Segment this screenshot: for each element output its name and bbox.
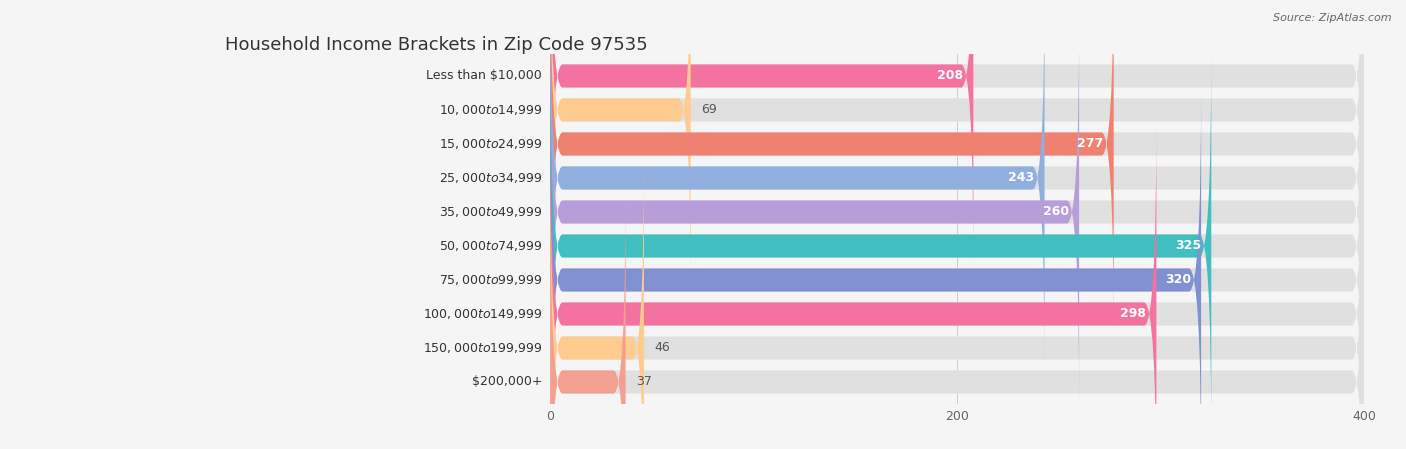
FancyBboxPatch shape [550,88,1364,449]
Text: $25,000 to $34,999: $25,000 to $34,999 [439,171,543,185]
FancyBboxPatch shape [550,53,1212,438]
FancyBboxPatch shape [550,0,1364,303]
FancyBboxPatch shape [550,0,690,303]
Text: $15,000 to $24,999: $15,000 to $24,999 [439,137,543,151]
Text: $50,000 to $74,999: $50,000 to $74,999 [439,239,543,253]
Text: 320: 320 [1164,273,1191,286]
Text: Source: ZipAtlas.com: Source: ZipAtlas.com [1274,13,1392,23]
FancyBboxPatch shape [550,155,1364,449]
Text: 260: 260 [1043,206,1069,219]
Text: 46: 46 [654,342,669,355]
FancyBboxPatch shape [550,88,1201,449]
Text: $200,000+: $200,000+ [472,375,543,388]
FancyBboxPatch shape [550,0,1045,370]
Text: 69: 69 [700,103,717,116]
Text: Less than $10,000: Less than $10,000 [426,70,543,83]
Text: 243: 243 [1008,172,1035,185]
Text: 277: 277 [1077,137,1104,150]
Text: Household Income Brackets in Zip Code 97535: Household Income Brackets in Zip Code 97… [225,36,648,54]
Text: 208: 208 [936,70,963,83]
FancyBboxPatch shape [550,0,1364,370]
FancyBboxPatch shape [550,0,1114,336]
FancyBboxPatch shape [550,189,1364,449]
Text: $100,000 to $149,999: $100,000 to $149,999 [423,307,543,321]
FancyBboxPatch shape [550,53,1364,438]
Text: $10,000 to $14,999: $10,000 to $14,999 [439,103,543,117]
Text: $35,000 to $49,999: $35,000 to $49,999 [439,205,543,219]
FancyBboxPatch shape [550,20,1080,405]
FancyBboxPatch shape [550,155,644,449]
Text: $75,000 to $99,999: $75,000 to $99,999 [439,273,543,287]
FancyBboxPatch shape [550,189,626,449]
Text: 298: 298 [1121,308,1146,321]
FancyBboxPatch shape [550,122,1156,449]
FancyBboxPatch shape [550,122,1364,449]
Text: $150,000 to $199,999: $150,000 to $199,999 [423,341,543,355]
FancyBboxPatch shape [550,20,1364,405]
Text: 325: 325 [1175,239,1201,252]
Text: 37: 37 [636,375,651,388]
FancyBboxPatch shape [550,0,1364,336]
FancyBboxPatch shape [550,0,973,269]
FancyBboxPatch shape [550,0,1364,269]
